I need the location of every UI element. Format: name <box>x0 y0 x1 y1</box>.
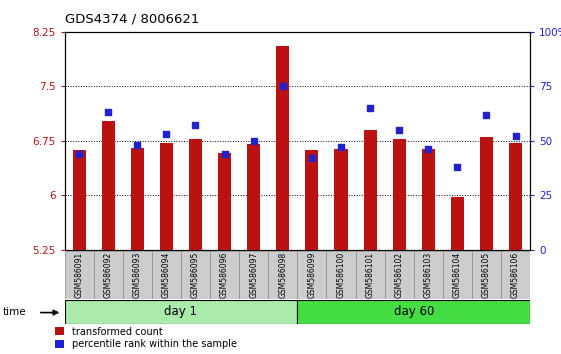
Text: GSM586096: GSM586096 <box>220 252 229 298</box>
Text: day 1: day 1 <box>164 306 197 318</box>
Text: GSM586102: GSM586102 <box>395 252 404 298</box>
Bar <box>102 121 114 250</box>
Text: GSM586105: GSM586105 <box>482 252 491 298</box>
Bar <box>364 130 376 250</box>
Bar <box>297 251 327 299</box>
Bar <box>422 149 435 250</box>
Text: GSM586101: GSM586101 <box>366 252 375 298</box>
Bar <box>65 300 297 324</box>
Bar <box>297 300 530 324</box>
Legend: transformed count, percentile rank within the sample: transformed count, percentile rank withi… <box>56 327 237 349</box>
Text: GSM586103: GSM586103 <box>424 252 433 298</box>
Point <box>220 151 229 156</box>
Text: GSM586098: GSM586098 <box>278 252 287 298</box>
Bar <box>501 251 530 299</box>
Bar <box>472 251 501 299</box>
Text: GSM586091: GSM586091 <box>75 252 84 298</box>
Bar <box>65 251 94 299</box>
Point <box>482 112 491 118</box>
Point <box>104 110 113 115</box>
Point <box>366 105 375 111</box>
Point <box>424 147 433 152</box>
Bar <box>305 150 319 250</box>
Text: time: time <box>3 307 26 317</box>
Text: GSM586097: GSM586097 <box>249 252 258 298</box>
Bar <box>385 251 413 299</box>
Point <box>395 127 404 133</box>
Bar <box>218 153 231 250</box>
Text: GSM586092: GSM586092 <box>104 252 113 298</box>
Text: GSM586093: GSM586093 <box>133 252 142 298</box>
Point <box>249 138 258 144</box>
Text: day 60: day 60 <box>394 306 434 318</box>
Bar <box>413 251 443 299</box>
Bar <box>72 150 86 250</box>
Bar <box>189 139 202 250</box>
Point <box>453 164 462 170</box>
Bar <box>181 251 210 299</box>
Bar <box>160 143 173 250</box>
Point <box>337 144 346 150</box>
Bar <box>239 251 268 299</box>
Bar <box>210 251 239 299</box>
Bar <box>334 149 347 250</box>
Bar <box>276 46 289 250</box>
Point <box>307 155 316 161</box>
Point <box>133 142 142 148</box>
Bar <box>268 251 297 299</box>
Point <box>191 122 200 128</box>
Bar <box>247 144 260 250</box>
Text: GSM586106: GSM586106 <box>511 252 520 298</box>
Bar <box>152 251 181 299</box>
Bar <box>356 251 385 299</box>
Text: GSM586099: GSM586099 <box>307 252 316 298</box>
Text: GSM586104: GSM586104 <box>453 252 462 298</box>
Bar <box>131 148 144 250</box>
Bar <box>393 139 406 250</box>
Bar <box>480 137 493 250</box>
Point <box>278 84 287 89</box>
Text: GDS4374 / 8006621: GDS4374 / 8006621 <box>65 12 199 25</box>
Bar <box>94 251 123 299</box>
Bar <box>327 251 356 299</box>
Text: GSM586094: GSM586094 <box>162 252 171 298</box>
Point <box>75 151 84 156</box>
Bar <box>509 143 522 250</box>
Text: GSM586095: GSM586095 <box>191 252 200 298</box>
Point <box>162 131 171 137</box>
Bar <box>451 196 464 250</box>
Bar <box>123 251 152 299</box>
Bar <box>443 251 472 299</box>
Point <box>511 133 520 139</box>
Text: GSM586100: GSM586100 <box>337 252 346 298</box>
